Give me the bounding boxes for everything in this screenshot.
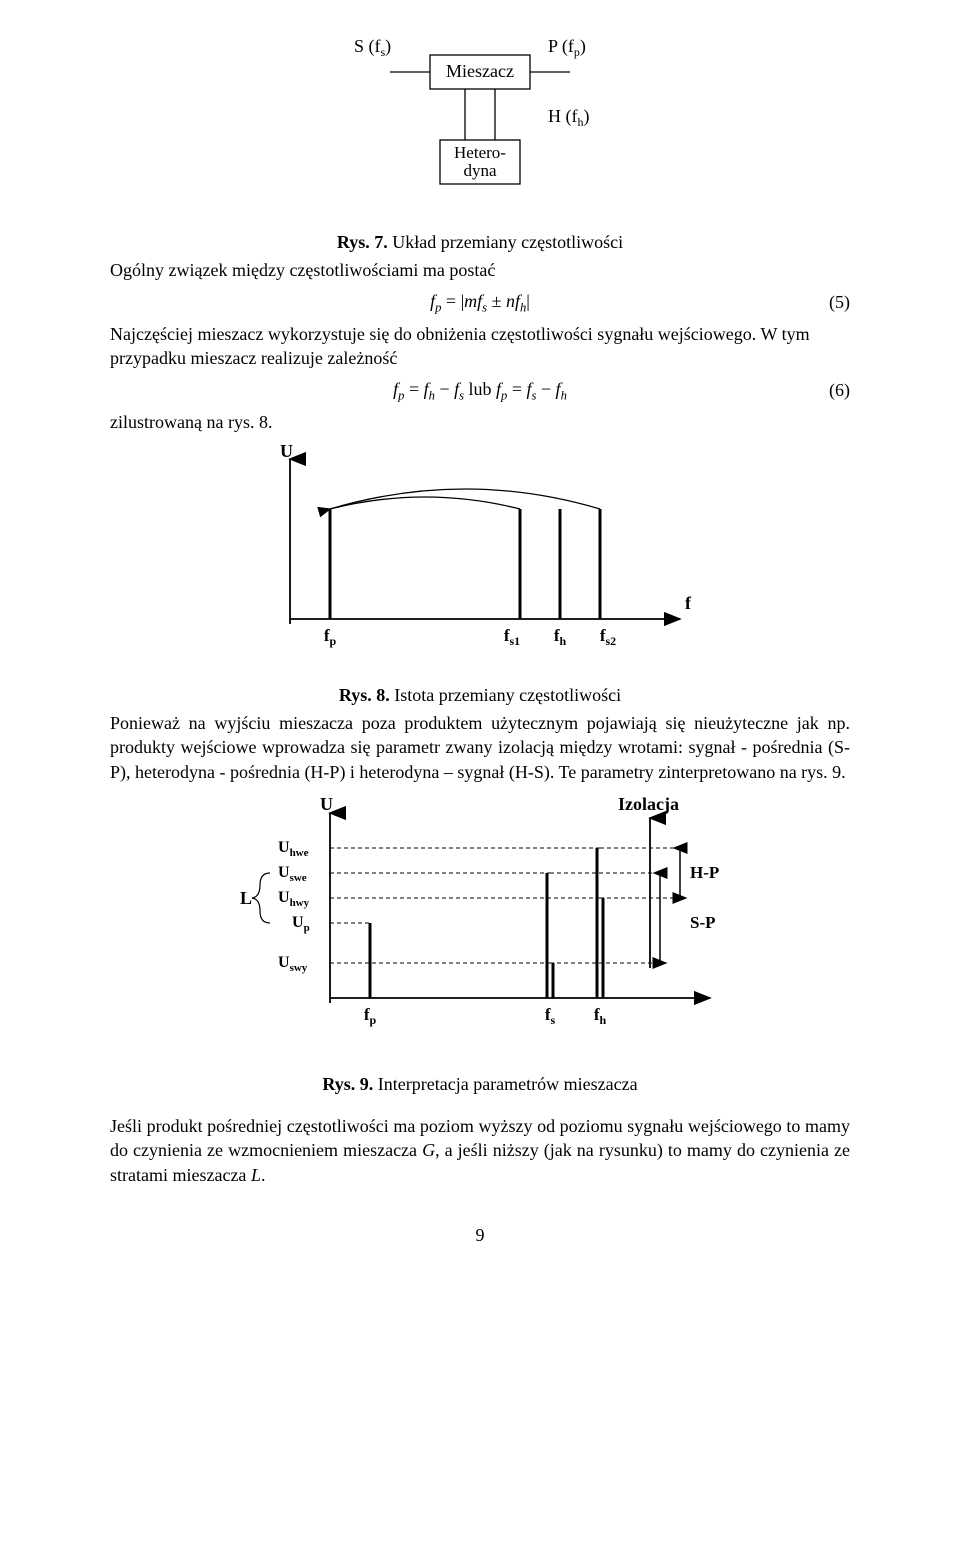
svg-text:Uhwy: Uhwy [278, 889, 310, 909]
page-number: 9 [110, 1223, 850, 1247]
fig8-f: f [685, 593, 692, 613]
svg-text:Uswe: Uswe [278, 864, 307, 884]
svg-text:fh: fh [594, 1005, 607, 1027]
p2: Najczęściej mieszacz wykorzystuje się do… [110, 322, 850, 371]
fig8-svg: U f fp fs1 fh fs2 [230, 439, 730, 679]
fig7-H-label: H (fh) [548, 106, 590, 129]
equation-6: fp = fh − fs lub fp = fs − fh (6) [110, 377, 850, 405]
fig9-caption: Rys. 9. Interpretacja parametrów mieszac… [110, 1072, 850, 1096]
p5: Jeśli produkt pośredniej częstotliwości … [110, 1114, 850, 1187]
fig9-HP: H-P [690, 863, 719, 882]
svg-text:fp: fp [364, 1005, 377, 1027]
fig7-het-l1: Hetero- [454, 143, 506, 162]
svg-text:Up: Up [292, 914, 310, 934]
fig8-caption: Rys. 8. Istota przemiany częstotliwości [110, 683, 850, 707]
fig9-svg: U Izolacja H-P S-P L Uhwe Us [180, 788, 780, 1068]
p3: zilustrowaną na rys. 8. [110, 410, 850, 434]
fig7-S-label: S (fs) [354, 36, 391, 59]
svg-text:fs1: fs1 [504, 626, 520, 648]
svg-text:fs2: fs2 [600, 626, 616, 648]
fig9-SP: S-P [690, 913, 716, 932]
fig7-P-label: P (fp) [548, 36, 586, 59]
fig7-mixer-label: Mieszacz [446, 61, 514, 81]
fig7-svg: Mieszacz Hetero- dyna S (fs) P (fp) H (f… [350, 30, 610, 220]
fig9-L: L [240, 888, 252, 908]
svg-text:Uswy: Uswy [278, 954, 308, 974]
svg-text:fs: fs [545, 1005, 556, 1027]
p1: Ogólny związek między częstotliwościami … [110, 258, 850, 282]
fig7-caption: Rys. 7. Układ przemiany częstotliwości [110, 230, 850, 254]
svg-text:fp: fp [324, 626, 337, 648]
fig7-diagram: Mieszacz Hetero- dyna S (fs) P (fp) H (f… [350, 30, 610, 220]
p4: Ponieważ na wyjściu mieszacza poza produ… [110, 711, 850, 784]
svg-text:Uhwe: Uhwe [278, 839, 309, 859]
fig9-U: U [320, 794, 333, 814]
fig9-Izolacja: Izolacja [618, 794, 679, 814]
equation-5: fp = |mfs ± nfh| (5) [110, 289, 850, 317]
fig7-het-l2: dyna [463, 161, 497, 180]
fig8-U: U [280, 441, 293, 461]
svg-text:fh: fh [554, 626, 567, 648]
